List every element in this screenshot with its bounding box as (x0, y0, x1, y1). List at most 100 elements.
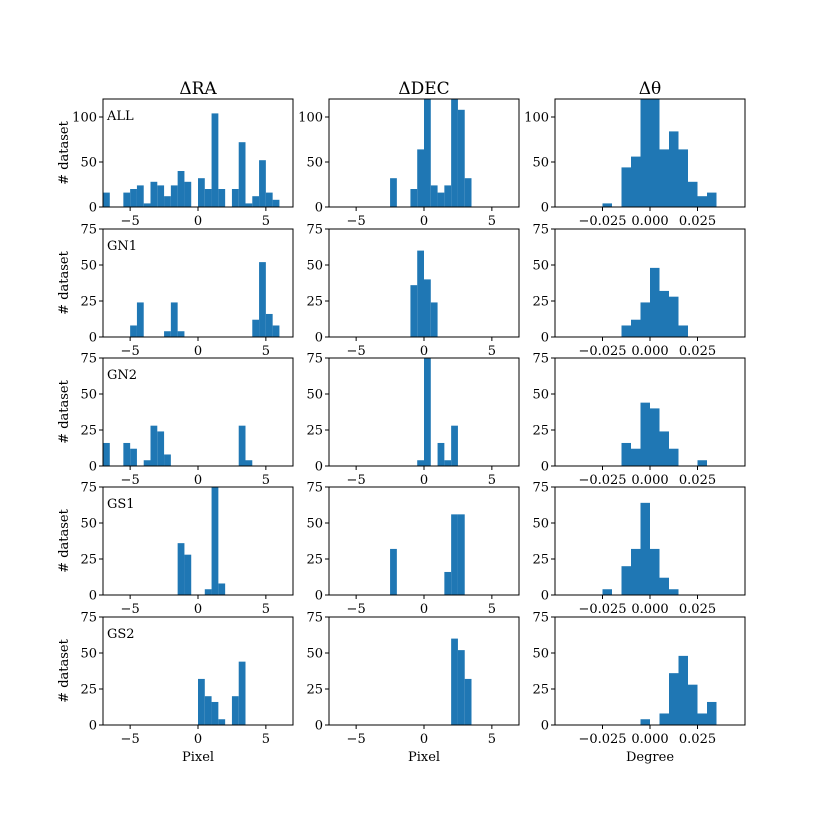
histogram-bar (631, 156, 641, 207)
y-tick-label: 0 (315, 589, 323, 604)
row-label-GS2: GS2 (107, 627, 135, 642)
y-tick-label: 100 (298, 111, 323, 126)
x-tick-label: 5 (262, 602, 270, 617)
y-tick-label: 0 (541, 201, 549, 216)
y-tick-label: 75 (532, 481, 549, 496)
histogram-bar (437, 442, 445, 466)
histogram-bar (457, 514, 465, 595)
y-tick-label: 25 (306, 683, 323, 698)
histogram-bar (184, 181, 192, 207)
histogram-bar (164, 331, 171, 337)
panel-r3-c3: −0.025 0.000 0.025 0 25 50 75 (532, 352, 746, 488)
x-tick-label: −5 (347, 473, 366, 488)
y-tick-label: 0 (315, 201, 323, 216)
histogram-bar (123, 192, 131, 207)
histogram-bar (211, 113, 219, 207)
x-tick-label: 0.000 (631, 344, 668, 359)
histogram-bar (424, 358, 431, 466)
histogram-bar (204, 696, 212, 725)
histogram-bar (136, 302, 144, 337)
histogram-bar (272, 325, 280, 337)
x-tick-label: 0 (194, 473, 202, 488)
y-axis-label: # dataset (57, 379, 72, 443)
histogram-bar (150, 181, 158, 207)
y-tick-label: 50 (306, 647, 323, 662)
histogram-bar (430, 302, 438, 337)
histogram-bar (640, 719, 650, 725)
y-tick-label: 50 (306, 388, 323, 403)
x-tick-label: 5 (262, 473, 270, 488)
histogram-bar (650, 267, 660, 337)
histogram-bar (621, 167, 631, 207)
histogram-bar (451, 425, 458, 466)
x-tick-label: 0.025 (679, 214, 716, 229)
histogram-bar (259, 160, 266, 207)
x-tick-label: 5 (488, 732, 496, 747)
column-title-3: Δθ (639, 79, 662, 99)
histogram-bar (143, 203, 151, 207)
y-tick-label: 0 (541, 331, 549, 346)
y-tick-label: 75 (532, 352, 549, 367)
y-tick-label: 50 (306, 517, 323, 532)
x-tick-label: −5 (347, 602, 366, 617)
histogram-bar (451, 514, 458, 595)
y-tick-label: 50 (306, 156, 323, 171)
y-tick-label: 100 (524, 111, 549, 126)
column-title-2: ΔDEC (398, 79, 449, 99)
y-tick-label: 25 (306, 553, 323, 568)
row-label-GS1: GS1 (107, 497, 135, 512)
row-label-GN2: GN2 (107, 368, 137, 383)
y-axis-label: # dataset (57, 508, 72, 572)
x-tick-label: −5 (121, 344, 140, 359)
histogram-bar (451, 99, 458, 207)
histogram-bar (390, 548, 397, 595)
histogram-bar (265, 313, 273, 337)
histogram-bar (602, 203, 612, 207)
histogram-bar (130, 189, 137, 207)
row-label-ALL: ALL (106, 109, 134, 124)
panel-r5-c3: −0.025 0.000 0.025 0 25 50 75 Degree (532, 611, 746, 765)
histogram-bar (669, 296, 679, 337)
histogram-bar (669, 448, 679, 466)
histogram-bar (204, 589, 212, 595)
histogram-bar (669, 131, 679, 207)
y-tick-label: 50 (80, 156, 97, 171)
x-tick-label: 0 (420, 344, 428, 359)
histogram-bar (659, 713, 669, 725)
histogram-bar (245, 460, 253, 466)
histogram-bar (136, 185, 144, 207)
histogram-bar (218, 583, 226, 595)
histogram-bar (444, 185, 452, 207)
histogram-bar (211, 487, 219, 595)
y-axis-label: # dataset (57, 120, 72, 184)
y-tick-label: 25 (306, 424, 323, 439)
histogram-bar (417, 460, 424, 466)
histogram-bar (444, 571, 452, 595)
y-tick-label: 75 (80, 223, 97, 238)
histogram-bar (451, 638, 458, 725)
y-tick-label: 100 (72, 111, 97, 126)
y-tick-label: 0 (315, 331, 323, 346)
y-tick-label: 75 (80, 481, 97, 496)
y-tick-label: 50 (532, 388, 549, 403)
histogram-bar (464, 178, 472, 207)
histogram-bar (688, 684, 698, 725)
histogram-bar (621, 566, 631, 595)
x-tick-label: −5 (121, 732, 140, 747)
histogram-bar (218, 189, 226, 207)
x-tick-label: −5 (347, 732, 366, 747)
histogram-bar (410, 285, 418, 337)
histogram-bar (238, 425, 246, 466)
histogram-bar (252, 196, 260, 207)
x-axis-label: Pixel (408, 750, 440, 765)
histogram-bar (631, 319, 641, 337)
x-axis-label: Degree (626, 750, 674, 765)
x-tick-label: 5 (262, 344, 270, 359)
